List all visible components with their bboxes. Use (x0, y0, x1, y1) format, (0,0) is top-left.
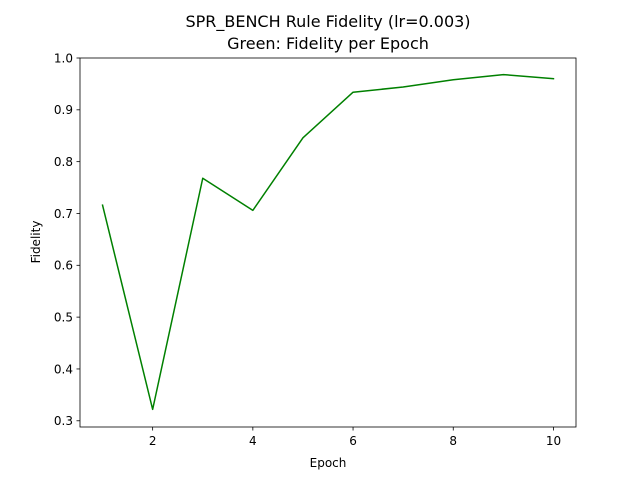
y-tick-label: 0.8 (54, 155, 73, 169)
y-axis-label: Fidelity (29, 221, 43, 264)
chart-title: SPR_BENCH Rule Fidelity (lr=0.003) (185, 12, 470, 32)
x-tick-label: 8 (449, 434, 457, 448)
x-tick-label: 4 (249, 434, 257, 448)
y-tick-label: 0.4 (54, 362, 73, 376)
y-tick-label: 0.5 (54, 310, 73, 324)
x-tick-label: 6 (349, 434, 357, 448)
plot-area: 2 4 6 8 10 0.3 0.4 0.5 0.6 0.7 0.8 0.9 1.0 (54, 51, 576, 448)
y-tick-label: 0.3 (54, 414, 73, 428)
x-tick-label: 2 (149, 434, 157, 448)
y-tick-label: 1.0 (54, 51, 73, 65)
series-line-0 (103, 75, 554, 410)
y-tick-label: 0.7 (54, 207, 73, 221)
y-tick-label: 0.9 (54, 103, 73, 117)
axes-frame (80, 58, 576, 427)
x-axis-label: Epoch (310, 456, 347, 470)
chart-subtitle: Green: Fidelity per Epoch (227, 34, 429, 53)
x-tick-label: 10 (546, 434, 561, 448)
y-tick-label: 0.6 (54, 259, 73, 273)
